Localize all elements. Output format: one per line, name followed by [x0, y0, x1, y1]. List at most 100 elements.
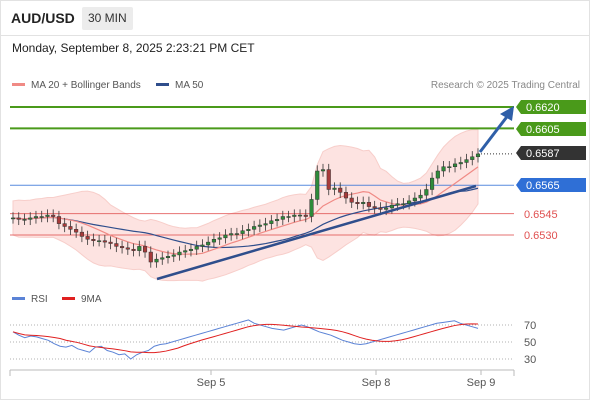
- candle-body: [349, 197, 354, 203]
- candle-body: [263, 223, 268, 226]
- candle-body: [326, 169, 331, 190]
- candle-body: [74, 229, 79, 233]
- candle-body: [206, 241, 211, 246]
- candle-body: [177, 251, 182, 256]
- candle-body: [252, 226, 257, 230]
- candle-body: [389, 204, 394, 209]
- candle-body: [338, 187, 343, 193]
- support-trendline: [156, 184, 477, 281]
- rsi-level-label: 30: [524, 354, 536, 366]
- candle-body: [315, 170, 320, 200]
- candle-body: [223, 234, 228, 239]
- candle-body: [286, 216, 291, 218]
- projection-arrowhead: [500, 106, 514, 121]
- candle-body: [292, 214, 297, 217]
- candle-body: [97, 240, 102, 242]
- candle-body: [45, 214, 50, 217]
- candle-body: [217, 237, 222, 240]
- candle-body: [297, 214, 303, 217]
- candle-body: [269, 220, 274, 224]
- candle-body: [240, 230, 245, 234]
- candle-body: [39, 216, 44, 218]
- candle-body: [85, 236, 90, 240]
- ma20-line: [12, 166, 479, 255]
- candle-body: [22, 219, 27, 221]
- candle-body: [401, 203, 406, 205]
- x-tick-label: Sep 5: [197, 377, 226, 389]
- candle-body: [10, 217, 16, 220]
- candle-body: [355, 202, 360, 204]
- candle-body: [395, 203, 400, 206]
- candle-body: [62, 223, 67, 227]
- candle-body: [366, 202, 371, 207]
- rsi-swatch: [12, 296, 25, 300]
- candle-body: [114, 243, 119, 247]
- candle-body: [441, 166, 446, 172]
- candle-body: [188, 248, 194, 251]
- candle-body: [211, 239, 216, 243]
- candle-body: [418, 194, 423, 199]
- candle-body: [183, 250, 188, 253]
- candle-body: [303, 214, 308, 217]
- x-tick-label: Sep 8: [362, 377, 391, 389]
- price-label-0.6587: 0.6587: [526, 148, 560, 160]
- rsi-ma9-line: [12, 323, 479, 354]
- candle-body: [430, 177, 435, 190]
- candle-body: [384, 207, 389, 210]
- candle-body: [91, 239, 96, 241]
- candle-body: [372, 206, 377, 209]
- candle-body: [160, 257, 165, 260]
- ma9-label: 9MA: [81, 294, 102, 305]
- candle-body: [79, 231, 84, 237]
- timeframe-button[interactable]: 30 MIN: [82, 7, 133, 30]
- chart-header: AUD/USD 30 MIN: [0, 0, 590, 36]
- candle-body: [412, 197, 417, 202]
- candle-body: [407, 200, 412, 204]
- legend-ma50: MA 50: [156, 80, 203, 91]
- candle-body: [194, 246, 199, 250]
- candle-body: [343, 192, 349, 199]
- candle-body: [257, 224, 262, 227]
- candle-body: [56, 216, 61, 224]
- ma20-label: MA 20 + Bollinger Bands: [31, 80, 141, 91]
- research-credit: Research © 2025 Trading Central: [430, 80, 580, 91]
- candle-body: [309, 199, 314, 217]
- legend-9ma: 9MA: [62, 294, 102, 305]
- candle-body: [33, 216, 39, 219]
- ma50-swatch: [156, 82, 169, 86]
- instrument-title: AUD/USD: [11, 10, 75, 26]
- price-tag-0.6587: [516, 146, 586, 160]
- candle-body: [332, 187, 337, 190]
- projection-arrow: [478, 113, 511, 153]
- candle-body: [280, 216, 285, 220]
- candle-body: [120, 246, 125, 249]
- candle-body: [154, 258, 159, 263]
- candle-body: [137, 246, 142, 251]
- candle-body: [200, 244, 205, 247]
- candle-body: [378, 207, 383, 210]
- candle-body: [234, 233, 239, 235]
- candle-body: [171, 254, 176, 257]
- ma20-swatch: [12, 82, 25, 86]
- candle-body: [148, 251, 153, 263]
- price-label-0.6605: 0.6605: [526, 124, 560, 136]
- rsi-level-label: 50: [524, 337, 536, 349]
- candle-body: [246, 229, 251, 231]
- candle-body: [464, 159, 469, 163]
- candle-body: [361, 202, 366, 204]
- x-tick-label: Sep 9: [467, 377, 496, 389]
- price-label-0.6620: 0.6620: [526, 102, 560, 114]
- price-label-0.6545: 0.6545: [524, 209, 558, 221]
- price-tag-0.6565: [516, 178, 586, 192]
- candle-body: [475, 153, 481, 158]
- candle-body: [125, 247, 130, 250]
- candle-body: [435, 170, 440, 179]
- rsi-label: RSI: [31, 294, 48, 305]
- candle-body: [458, 162, 463, 165]
- candle-body: [320, 169, 326, 172]
- candle-body: [424, 189, 429, 196]
- candle-body: [229, 233, 234, 236]
- candle-body: [165, 256, 171, 259]
- ma9-swatch: [62, 296, 75, 300]
